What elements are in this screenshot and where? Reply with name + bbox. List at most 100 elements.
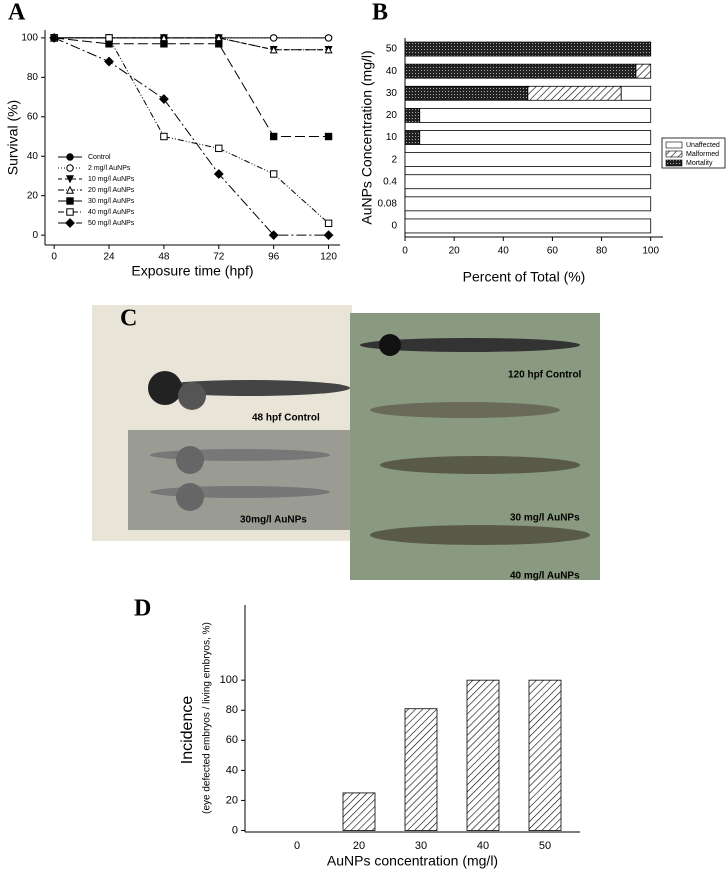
x-tick-label: 0 <box>294 840 300 852</box>
y-tick-label: 0 <box>232 824 238 836</box>
y-tick-label: 2 <box>391 154 397 165</box>
bar-segment <box>404 152 652 168</box>
photo-label: 30 mg/l AuNPs <box>510 513 580 524</box>
x-tick-label: 50 <box>539 840 551 852</box>
x-tick-label: 96 <box>268 252 280 263</box>
x-tick-label: 72 <box>213 252 225 263</box>
bar <box>404 708 438 831</box>
legend-label: Unaffected <box>686 142 720 149</box>
marker <box>105 34 113 42</box>
legend-marker <box>65 175 75 184</box>
marker <box>213 169 224 179</box>
y-tick-label: 0 <box>32 230 38 241</box>
bar-segment <box>635 63 652 79</box>
x-tick-label: 60 <box>547 246 559 257</box>
legend-label: 40 mg/l AuNPs <box>88 209 135 216</box>
legend-label: 30 mg/l AuNPs <box>88 198 135 205</box>
fish <box>380 456 580 474</box>
y-tick-label: 20 <box>226 794 238 806</box>
y-tick-label: 60 <box>226 734 238 746</box>
bar-segment <box>404 196 652 212</box>
x-axis-label: AuNPs concentration (mg/l) <box>327 853 498 869</box>
series-line <box>54 37 329 51</box>
fish <box>370 402 560 418</box>
marker <box>268 230 279 241</box>
x-tick-label: 20 <box>353 840 365 852</box>
photo-label: 30mg/l AuNPs <box>240 515 307 526</box>
marker <box>269 45 278 54</box>
y-axis-label: Incidence <box>179 696 196 765</box>
fish-yolk <box>178 382 206 410</box>
bar-segment <box>419 107 652 123</box>
y-tick-label: 0.4 <box>383 176 397 187</box>
marker <box>324 219 333 228</box>
y-tick-label: 20 <box>27 190 39 201</box>
x-tick-label: 0 <box>51 252 57 263</box>
fish-yolk <box>176 446 204 474</box>
panel-letter: C <box>120 306 137 332</box>
legend-swatch <box>665 159 683 167</box>
legend-label: Control <box>88 154 111 161</box>
bar-segment <box>404 63 637 79</box>
y-axis-sublabel: (eye defected embryos / living embryos, … <box>202 622 213 814</box>
legend-swatch <box>665 150 683 158</box>
y-tick-label: 60 <box>27 111 39 122</box>
x-tick-label: 120 <box>320 252 337 263</box>
marker <box>324 132 333 141</box>
legend-marker <box>65 218 75 228</box>
y-tick-label: 100 <box>220 674 238 686</box>
panel-letter: A <box>8 0 26 26</box>
legend-label: 20 mg/l AuNPs <box>88 187 135 194</box>
x-tick-label: 24 <box>103 252 115 263</box>
legend-marker <box>65 185 75 194</box>
fish-head <box>379 334 401 356</box>
bar-segment <box>404 107 421 123</box>
bar-segment <box>404 174 652 190</box>
y-tick-label: 40 <box>386 66 398 77</box>
marker <box>104 56 114 67</box>
bar-segment <box>620 85 652 101</box>
bar-segment <box>404 41 652 57</box>
photo-panel: C 48 hpf Control 30mg/l AuNPs 120 hpf Co… <box>92 305 600 582</box>
marker <box>269 34 278 42</box>
bar <box>528 679 562 831</box>
series-line <box>54 37 329 138</box>
x-tick-label: 0 <box>402 246 408 257</box>
legend-marker <box>66 153 74 161</box>
fish-head <box>148 371 182 405</box>
series-line <box>53 37 329 236</box>
photo-label: 40 mg/l AuNPs <box>510 571 580 582</box>
x-tick-label: 80 <box>596 246 608 257</box>
legend-marker <box>66 197 74 205</box>
marker <box>269 170 278 178</box>
y-tick-label: 20 <box>386 110 398 121</box>
y-tick-label: 40 <box>27 151 39 162</box>
legend-marker <box>66 208 74 216</box>
bar <box>466 679 500 831</box>
x-axis-label: Percent of Total (%) <box>463 269 586 285</box>
marker <box>160 40 168 48</box>
photo-inset <box>128 430 352 530</box>
fish <box>360 338 580 352</box>
legend-marker <box>66 164 74 172</box>
x-tick-label: 40 <box>498 246 510 257</box>
y-tick-label: 0 <box>391 221 397 232</box>
bar-segment <box>404 218 652 234</box>
marker <box>160 132 168 141</box>
marker <box>159 94 169 104</box>
x-tick-label: 48 <box>158 252 170 263</box>
y-axis-label: AuNPs Concentration (mg/l) <box>359 50 375 224</box>
marker <box>215 144 223 153</box>
legend-swatch <box>665 141 683 149</box>
y-tick-label: 30 <box>386 88 398 99</box>
y-tick-label: 10 <box>386 132 398 143</box>
y-tick-label: 80 <box>226 704 238 716</box>
y-tick-label: 0.08 <box>378 198 398 209</box>
series-line <box>54 37 329 51</box>
photo-label: 48 hpf Control <box>252 413 320 424</box>
y-tick-label: 80 <box>27 72 39 83</box>
fish <box>370 525 590 545</box>
x-tick-label: 20 <box>449 246 461 257</box>
y-tick-label: 100 <box>21 33 38 44</box>
